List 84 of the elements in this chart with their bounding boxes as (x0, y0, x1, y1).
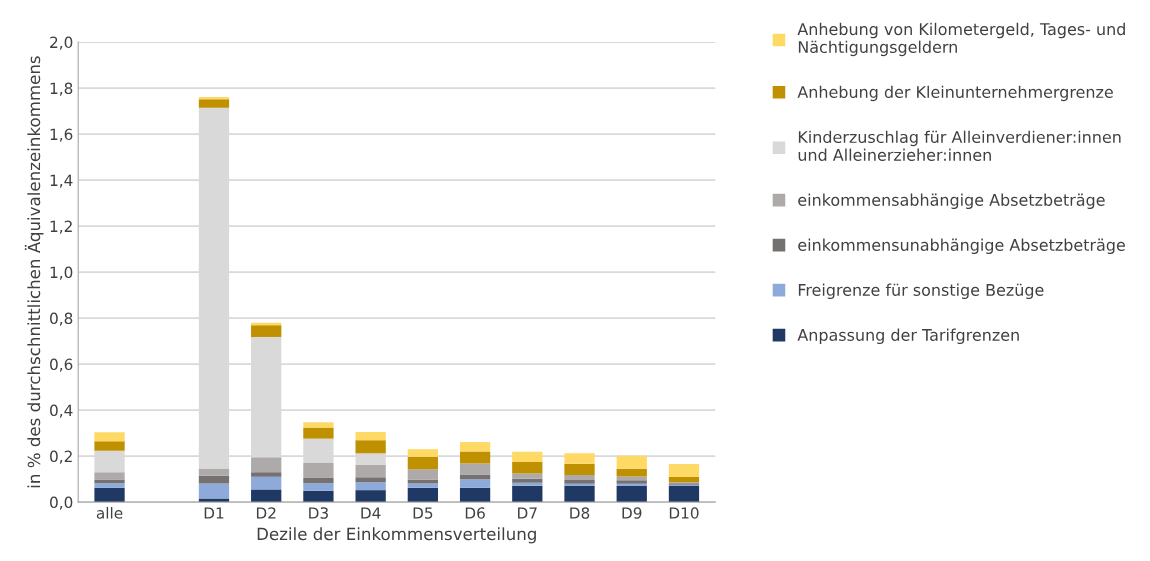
legend-label: Anpassung der Tarifgrenzen (797, 328, 1019, 345)
bar (459, 474, 491, 480)
bar (303, 483, 334, 491)
bar (355, 477, 386, 483)
y-tick-label: 1,8 (50, 82, 73, 96)
x-tick-label: D5 (413, 507, 433, 519)
bar (512, 473, 543, 479)
bar (198, 468, 230, 476)
bar (512, 482, 543, 486)
bar (459, 487, 491, 503)
bar (564, 453, 595, 464)
bar (616, 468, 647, 477)
bar (512, 478, 543, 483)
y-axis-title: in % des durchschnittlichen Äquivalenzeinkommens (24, 56, 44, 488)
bar (564, 485, 595, 503)
x-tick-label: D2 (256, 507, 276, 519)
x-tick-label: D3 (309, 507, 328, 519)
x-tick-label: D10 (669, 507, 699, 519)
bar (668, 477, 700, 483)
bar (355, 464, 386, 478)
x-tick-label: D9 (622, 507, 642, 519)
legend-label: Freigrenze für sonstige Bezüge (798, 283, 1044, 300)
bar (303, 422, 334, 428)
bar (198, 475, 230, 484)
bar (459, 451, 491, 464)
bar (355, 490, 386, 503)
legend-label: einkommensabhängige Absetzbeträge (798, 193, 1105, 210)
bar (303, 477, 334, 484)
y-tick-label: 0,8 (50, 312, 73, 326)
y-tick-label: 1,6 (50, 128, 73, 142)
y-tick-label: 0,0 (50, 496, 73, 510)
bar (512, 462, 543, 474)
y-tick-label: 0,2 (50, 450, 72, 464)
x-tick-label: D6 (465, 507, 485, 519)
x-tick-label: alle (96, 506, 123, 519)
y-tick-label: 1,2 (50, 220, 72, 234)
bar (94, 432, 125, 442)
bar (459, 479, 491, 488)
bar (198, 483, 230, 499)
bar (94, 483, 125, 488)
bar (459, 463, 491, 475)
bar (355, 431, 386, 441)
bar (668, 463, 700, 478)
y-tick-label: 0,6 (50, 358, 73, 372)
bar (512, 485, 543, 503)
legend-label: Anhebung der Kleinunternehmergrenze (797, 85, 1113, 102)
x-tick-label: D7 (518, 507, 537, 519)
bar (407, 469, 438, 480)
bar (407, 487, 438, 503)
bar (251, 489, 282, 503)
bar (616, 485, 647, 503)
bar (459, 442, 491, 452)
bar (94, 441, 125, 451)
bar (251, 325, 282, 337)
bar (303, 490, 334, 503)
bar (407, 456, 438, 470)
y-tick-label: 0,4 (50, 404, 73, 418)
bar (564, 463, 595, 475)
legend-label: einkommensunabhängige Absetzbeträge (798, 238, 1125, 255)
bar (94, 487, 125, 503)
bar (198, 99, 230, 108)
x-tick-label: D4 (361, 507, 381, 519)
bar (668, 485, 700, 503)
x-tick-label: D8 (570, 507, 590, 519)
bar (355, 482, 386, 491)
x-axis-title: Dezile der Einkommensverteilung (257, 527, 536, 544)
y-tick-label: 2,0 (50, 36, 73, 50)
x-tick-label: D1 (204, 507, 224, 519)
legend-label: Anhebung von Kilometergeld, Tages- und Nächtigungsgeldern (797, 22, 1125, 57)
bar (251, 457, 282, 473)
bar (355, 440, 386, 454)
bar (251, 472, 282, 477)
bar (303, 462, 334, 478)
bar (512, 451, 543, 463)
bar (564, 474, 595, 481)
bar (94, 472, 125, 480)
bar (616, 455, 647, 469)
bar (407, 483, 438, 488)
bar (407, 449, 438, 457)
y-tick-label: 1,0 (50, 266, 73, 280)
bar (251, 476, 282, 490)
legend-label: Kinderzuschlag für Alleinverdiener:innen und Alleinerzieher:innen (798, 130, 1121, 161)
bar (303, 427, 334, 439)
y-tick-label: 1,4 (50, 174, 73, 188)
